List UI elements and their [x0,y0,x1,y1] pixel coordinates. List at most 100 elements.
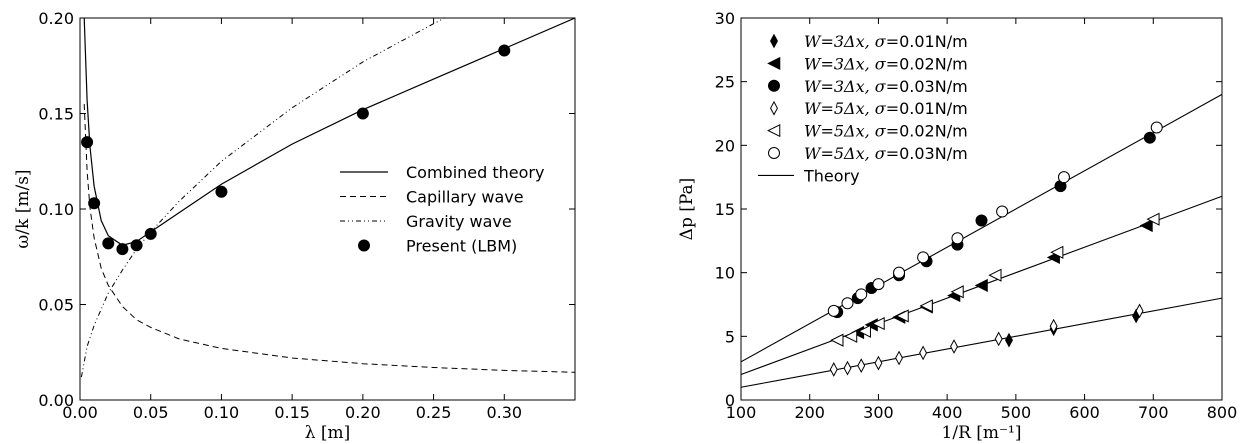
legend-marker [767,124,781,138]
x-tick-label: 0.15 [274,403,310,422]
x-tick-label: 100 [726,403,757,422]
data-point [116,243,129,256]
x-tick-label: 200 [794,403,825,422]
legend-marker [768,147,780,159]
data-point [829,362,838,377]
data-point [895,309,909,323]
legend-label: Theory [803,166,860,185]
legend-label-unit: 0.01N/m [899,99,968,118]
series-line-gravity-wave [80,18,446,378]
legend: Combined theory Capillary wave Gravity wav… [340,163,544,256]
y-tick-label: 0.20 [38,9,74,28]
y-tick-label: 0.05 [38,296,74,315]
data-point [1135,303,1144,319]
scatter-points [827,121,1163,377]
legend-marker [770,33,778,49]
data-point [1150,121,1163,134]
theory-line [740,93,1223,363]
data-point [356,107,369,120]
x-tick-label: 300 [863,403,894,422]
left-chart: 0.00 0.05 0.10 0.15 0.20 0.25 0.30 0.00 0.05 0.10… [13,9,576,443]
legend-label: W=3Δx, σ=0.03N/m [804,77,968,96]
data-point [988,268,1002,282]
legend-label-unit: 0.01N/m [899,32,968,51]
y-tick-label: 0.10 [38,200,74,219]
data-point [215,185,228,198]
x-tick-label: 500 [1001,403,1032,422]
legend-marker [358,239,370,252]
data-point [917,251,930,264]
y-tick-label: 0 [725,391,735,410]
y-tick-label: 0.00 [38,391,74,410]
y-tick-label: 25 [715,73,735,92]
data-point [827,304,840,317]
x-tick-label: 0.00 [62,403,98,422]
legend-label: Present (LBM) [406,237,517,256]
x-axis-label: λ [m] [305,423,351,443]
data-point [919,345,928,361]
y-tick-label: 10 [715,264,735,283]
data-point [843,360,852,376]
legend-label-unit: 0.03N/m [899,144,968,163]
data-point [855,288,868,301]
data-point [857,358,866,373]
legend-label-math: W=5Δx, σ= [804,144,899,163]
x-tick-label: 400 [932,403,963,422]
data-point [1143,131,1156,144]
data-point [841,297,854,310]
x-tick-label: 600 [1069,403,1100,422]
data-point [975,214,988,227]
y-axis-label: ω/k [m/s] [13,169,33,248]
y-tick-label: 30 [715,9,735,28]
lbm-points [81,44,511,256]
legend-label-unit: 0.02N/m [899,54,968,73]
x-tick-label: 0.10 [204,403,240,422]
legend-label: W=5Δx, σ=0.01N/m [804,99,968,118]
x-tick-label: 0.05 [133,403,169,422]
data-point [1049,318,1058,334]
legend-label-unit: 0.02N/m [899,122,968,141]
legend: W=3Δx, σ=0.01N/mW=3Δx, σ=0.02N/mW=3Δx, σ… [758,32,968,185]
data-point [1139,218,1153,233]
legend-label-math: W=5Δx, σ= [804,122,899,141]
data-point [893,266,906,279]
right-chart: 100 200 300 400 500 600 700 800 0 5 10 15 20 25 30 1/R … [677,9,1237,443]
data-point [951,232,964,245]
legend-label: W=5Δx, σ=0.02N/m [804,122,968,141]
legend-label-math: W=3Δx, σ= [804,32,899,51]
data-point [857,324,871,338]
x-tick-label: 0.20 [345,403,381,422]
series-lines [80,18,575,378]
plot-frame [79,17,576,401]
legend-label-math: W=3Δx, σ= [804,54,899,73]
y-axis-label: Δp [Pa] [677,178,697,241]
data-point [974,278,988,292]
legend-label: Combined theory [406,163,544,182]
series-line-combined-theory [83,18,575,246]
data-point [498,44,511,57]
legend-marker [767,56,781,70]
legend-label-unit: 0.03N/m [899,77,968,96]
data-point [919,299,933,313]
y-tick-label: 5 [725,327,735,346]
data-point [1057,171,1070,184]
y-tick-label: 0.15 [38,105,74,124]
x-tick-label: 700 [1138,403,1169,422]
data-point [1050,245,1064,259]
data-point [144,227,157,240]
data-point [830,333,844,347]
data-point [871,317,885,331]
data-point [1146,212,1160,226]
data-point [996,205,1009,218]
data-point [1005,332,1013,348]
data-point [81,136,94,149]
legend-label-math: W=5Δx, σ= [804,99,899,118]
legend-label: W=3Δx, σ=0.02N/m [804,54,968,73]
legend-label: Capillary wave [406,188,524,207]
x-axis-label: 1/R [m⁻¹] [942,423,1022,443]
theory-line [740,297,1223,388]
data-point [130,239,143,252]
data-point [895,350,904,366]
data-point [102,237,115,250]
